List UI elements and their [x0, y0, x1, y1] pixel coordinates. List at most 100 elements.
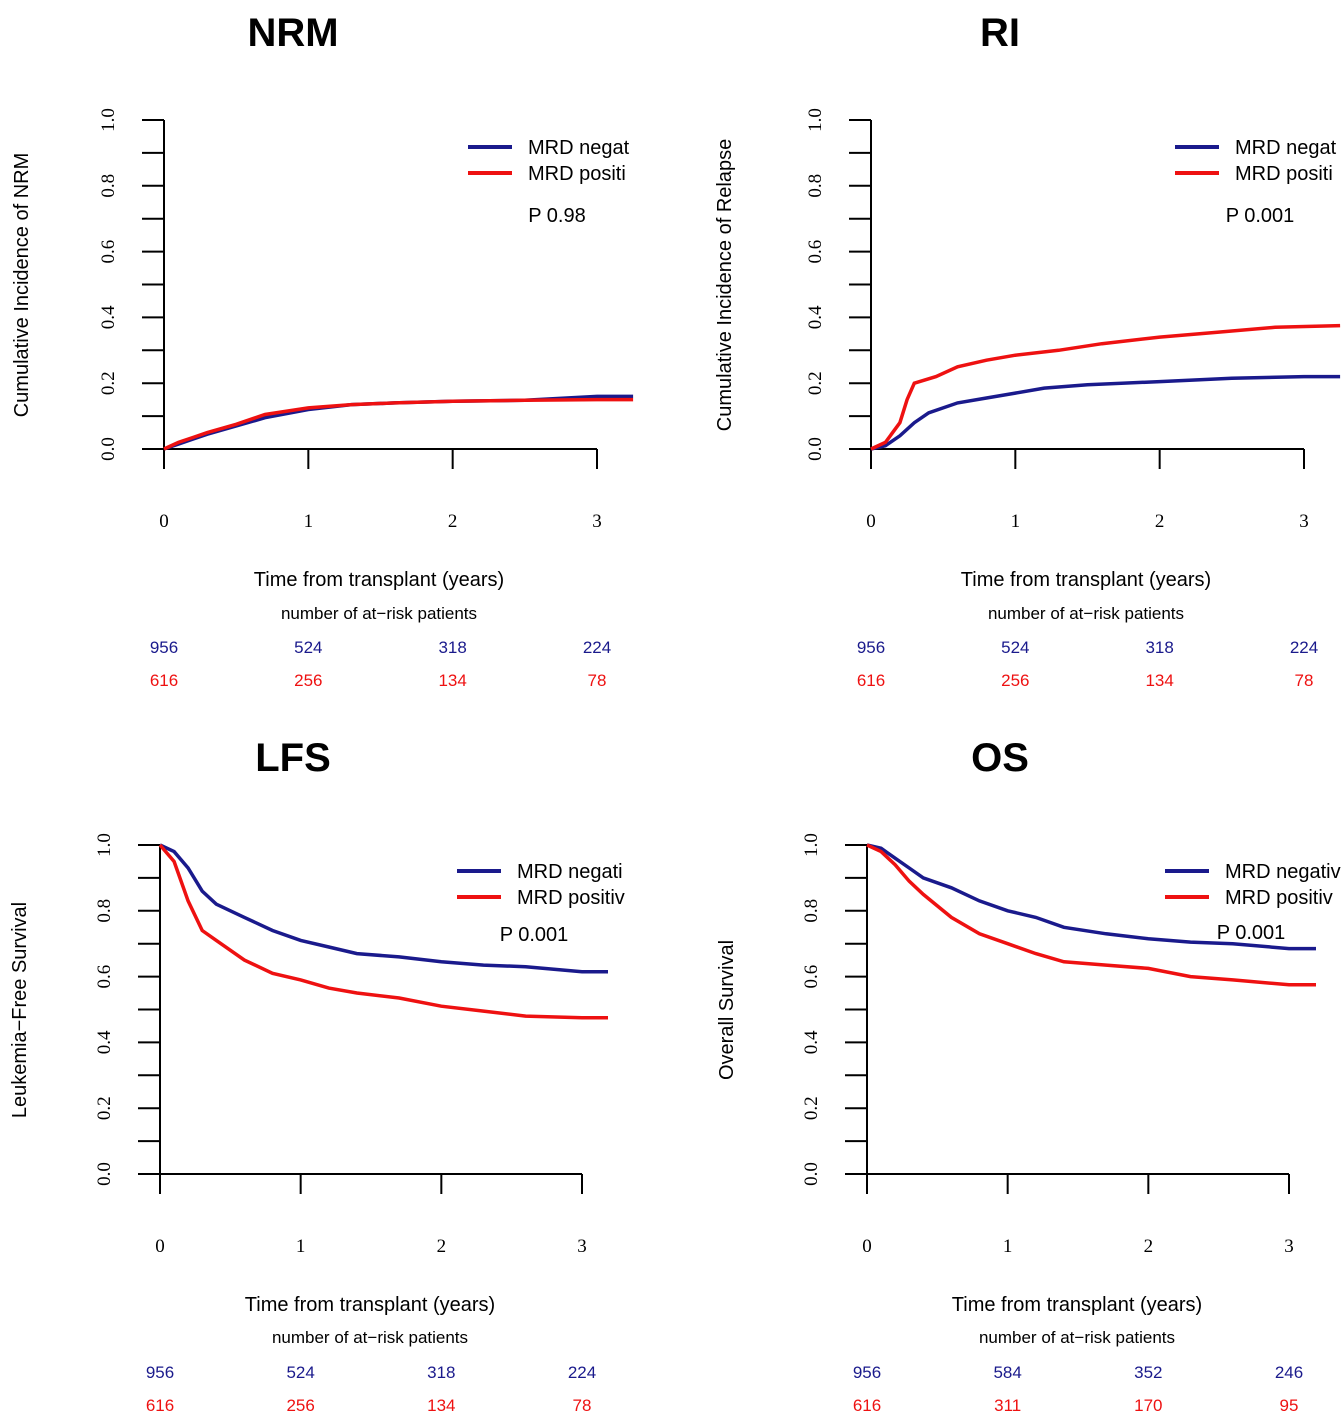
panel-title: RI — [980, 11, 1020, 55]
legend-label-negative: MRD negativ — [1225, 861, 1341, 883]
y-tick-label: 1.0 — [98, 108, 119, 132]
at-risk-value: 956 — [857, 638, 885, 657]
series-line-negative — [159, 843, 608, 974]
x-tick-label: 1 — [304, 511, 314, 532]
legend-label-negative: MRD negati — [517, 861, 623, 883]
x-tick-labels: 0 1 2 3 — [155, 1236, 587, 1257]
axes — [845, 844, 1290, 1194]
legend-label-negative: MRD negat — [528, 137, 630, 159]
legend-label-positive: MRD positiv — [517, 887, 625, 909]
at-risk-title: number of at−risk patients — [272, 1328, 468, 1347]
y-tick-label: 0.8 — [98, 174, 119, 198]
x-tick-label: 1 — [1003, 1236, 1013, 1257]
at-risk-value: 616 — [857, 671, 885, 690]
at-risk-value: 134 — [427, 1396, 455, 1414]
y-tick-label: 0.6 — [94, 965, 115, 989]
at-risk-value: 524 — [286, 1363, 314, 1382]
at-risk-value: 956 — [146, 1363, 174, 1382]
y-tick-label: 0.8 — [94, 899, 115, 923]
y-tick-labels: 0.0 0.2 0.4 0.6 0.8 1.0 — [801, 833, 822, 1186]
legend-label-positive: MRD positi — [1235, 163, 1333, 185]
at-risk-row-negative: 956 524 318 224 — [146, 1363, 596, 1382]
at-risk-value: 616 — [853, 1396, 881, 1414]
x-tick-label: 3 — [577, 1236, 587, 1257]
y-tick-label: 0.4 — [98, 305, 119, 329]
series-line-negative — [870, 374, 1341, 451]
series-line-positive — [158, 843, 608, 1020]
at-risk-value: 170 — [1134, 1396, 1162, 1414]
y-tick-label: 0.2 — [801, 1096, 822, 1120]
x-axis-label: Time from transplant (years) — [961, 569, 1211, 591]
p-value: P 0.001 — [1217, 922, 1286, 944]
at-risk-value: 134 — [1145, 671, 1173, 690]
p-value: P 0.001 — [1226, 205, 1295, 227]
at-risk-value: 256 — [1001, 671, 1029, 690]
at-risk-row-positive: 616 256 134 78 — [146, 1396, 592, 1414]
curves — [866, 843, 1316, 987]
at-risk-row-positive: 616 256 134 78 — [150, 671, 607, 690]
y-tick-label: 0.2 — [805, 371, 826, 395]
x-tick-label: 0 — [159, 511, 169, 532]
panel-os: OS Overall Survival 0.0 0.2 0.4 0.6 0.8 1.0 0… — [716, 736, 1341, 1414]
y-tick-labels: 0.0 0.2 0.4 0.6 0.8 1.0 — [98, 108, 119, 461]
at-risk-value: 956 — [853, 1363, 881, 1382]
panel-title: LFS — [255, 736, 331, 780]
x-tick-labels: 0 1 2 3 — [862, 1236, 1294, 1257]
legend: MRD negativ MRD positiv — [1165, 861, 1341, 909]
curves — [163, 394, 634, 451]
at-risk-value: 78 — [588, 671, 607, 690]
y-tick-labels: 0.0 0.2 0.4 0.6 0.8 1.0 — [94, 833, 115, 1186]
x-axis-label: Time from transplant (years) — [245, 1294, 495, 1316]
legend-label-positive: MRD positiv — [1225, 887, 1333, 909]
y-tick-label: 1.0 — [805, 108, 826, 132]
at-risk-value: 95 — [1280, 1396, 1299, 1414]
series-line-positive — [870, 323, 1341, 451]
legend-label-positive: MRD positi — [528, 163, 626, 185]
x-tick-label: 2 — [1155, 511, 1165, 532]
at-risk-value: 956 — [150, 638, 178, 657]
at-risk-value: 584 — [993, 1363, 1021, 1382]
y-tick-label: 0.6 — [98, 240, 119, 264]
y-tick-label: 1.0 — [801, 833, 822, 857]
at-risk-value: 134 — [438, 671, 466, 690]
y-tick-label: 0.2 — [98, 371, 119, 395]
y-tick-label: 0.4 — [801, 1030, 822, 1054]
at-risk-row-positive: 616 311 170 95 — [853, 1396, 1299, 1414]
legend-label-negative: MRD negat — [1235, 137, 1337, 159]
y-axis-label: Cumulative Incidence of NRM — [11, 153, 33, 418]
y-tick-label: 0.0 — [805, 437, 826, 461]
at-risk-row-negative: 956 524 318 224 — [857, 638, 1318, 657]
axes — [849, 119, 1305, 469]
at-risk-value: 352 — [1134, 1363, 1162, 1382]
y-axis-label: Overall Survival — [716, 940, 738, 1080]
y-tick-label: 0.0 — [98, 437, 119, 461]
at-risk-value: 78 — [1295, 671, 1314, 690]
at-risk-row-positive: 616 256 134 78 — [857, 671, 1314, 690]
y-tick-label: 1.0 — [94, 833, 115, 857]
at-risk-value: 224 — [583, 638, 611, 657]
y-tick-label: 0.8 — [801, 899, 822, 923]
at-risk-value: 78 — [573, 1396, 592, 1414]
y-tick-label: 0.4 — [94, 1030, 115, 1054]
at-risk-title: number of at−risk patients — [988, 604, 1184, 623]
at-risk-value: 616 — [150, 671, 178, 690]
x-tick-label: 2 — [437, 1236, 447, 1257]
p-value: P 0.001 — [500, 924, 569, 946]
at-risk-title: number of at−risk patients — [979, 1328, 1175, 1347]
series-line-positive — [866, 843, 1316, 987]
x-tick-label: 3 — [1299, 511, 1309, 532]
x-tick-label: 3 — [592, 511, 602, 532]
y-axis-label: Cumulative Incidence of Relapse — [714, 139, 736, 431]
axes — [138, 844, 583, 1194]
series-line-positive — [163, 397, 634, 451]
y-tick-label: 0.6 — [801, 965, 822, 989]
x-tick-labels: 0 1 2 3 — [866, 511, 1309, 532]
x-axis-label: Time from transplant (years) — [952, 1294, 1202, 1316]
y-tick-label: 0.6 — [805, 240, 826, 264]
at-risk-value: 616 — [146, 1396, 174, 1414]
x-tick-label: 2 — [448, 511, 458, 532]
x-tick-label: 3 — [1284, 1236, 1294, 1257]
at-risk-value: 524 — [1001, 638, 1029, 657]
at-risk-title: number of at−risk patients — [281, 604, 477, 623]
